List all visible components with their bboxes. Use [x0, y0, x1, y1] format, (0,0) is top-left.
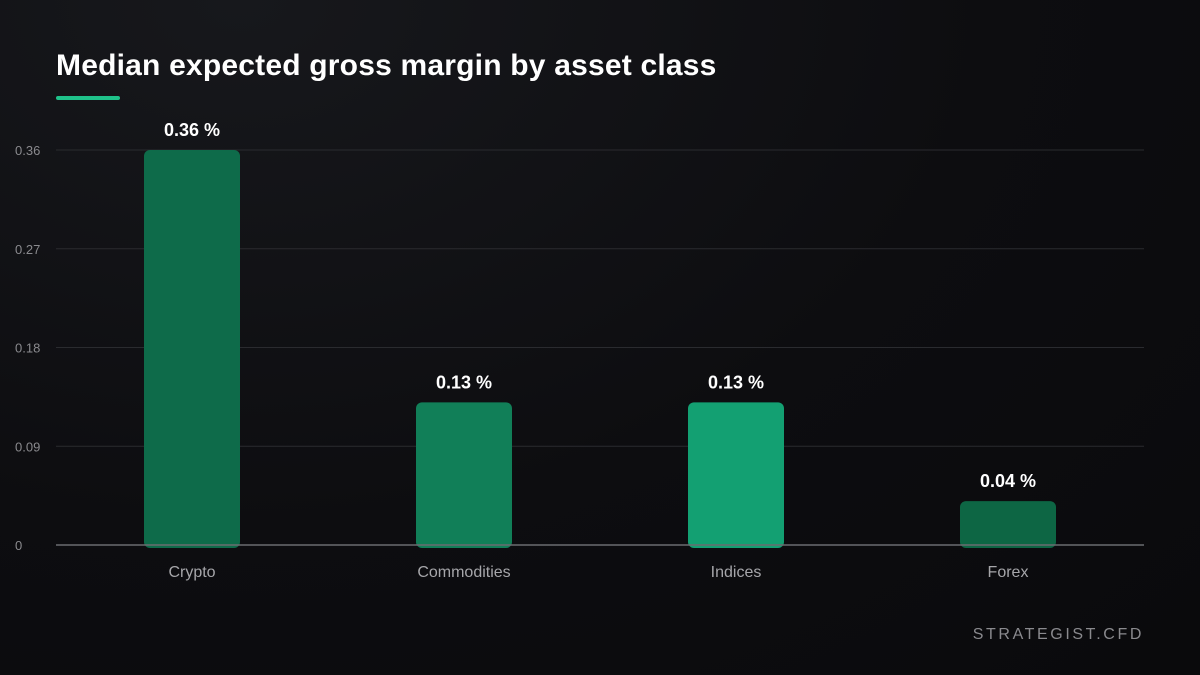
x-tick-label: Crypto	[168, 564, 215, 581]
bar-forex	[960, 501, 1056, 548]
y-tick-label: 0	[15, 538, 22, 553]
data-label: 0.04 %	[980, 471, 1036, 491]
data-label: 0.36 %	[164, 120, 220, 140]
y-tick-label: 0.18	[15, 341, 40, 356]
data-label: 0.13 %	[436, 372, 492, 392]
x-tick-label: Commodities	[417, 564, 510, 581]
y-tick-label: 0.27	[15, 242, 40, 257]
x-tick-label: Forex	[988, 564, 1029, 581]
bar-commodities	[416, 402, 512, 548]
chart-title: Median expected gross margin by asset cl…	[56, 49, 717, 82]
y-tick-label: 0.36	[15, 143, 40, 158]
bar-crypto	[144, 150, 240, 548]
bar-indices	[688, 402, 784, 548]
data-label: 0.13 %	[708, 372, 764, 392]
title-accent-underline	[56, 96, 120, 100]
x-tick-label: Indices	[711, 564, 762, 581]
brand-watermark: STRATEGIST.CFD	[972, 626, 1144, 643]
y-tick-label: 0.09	[15, 439, 40, 454]
